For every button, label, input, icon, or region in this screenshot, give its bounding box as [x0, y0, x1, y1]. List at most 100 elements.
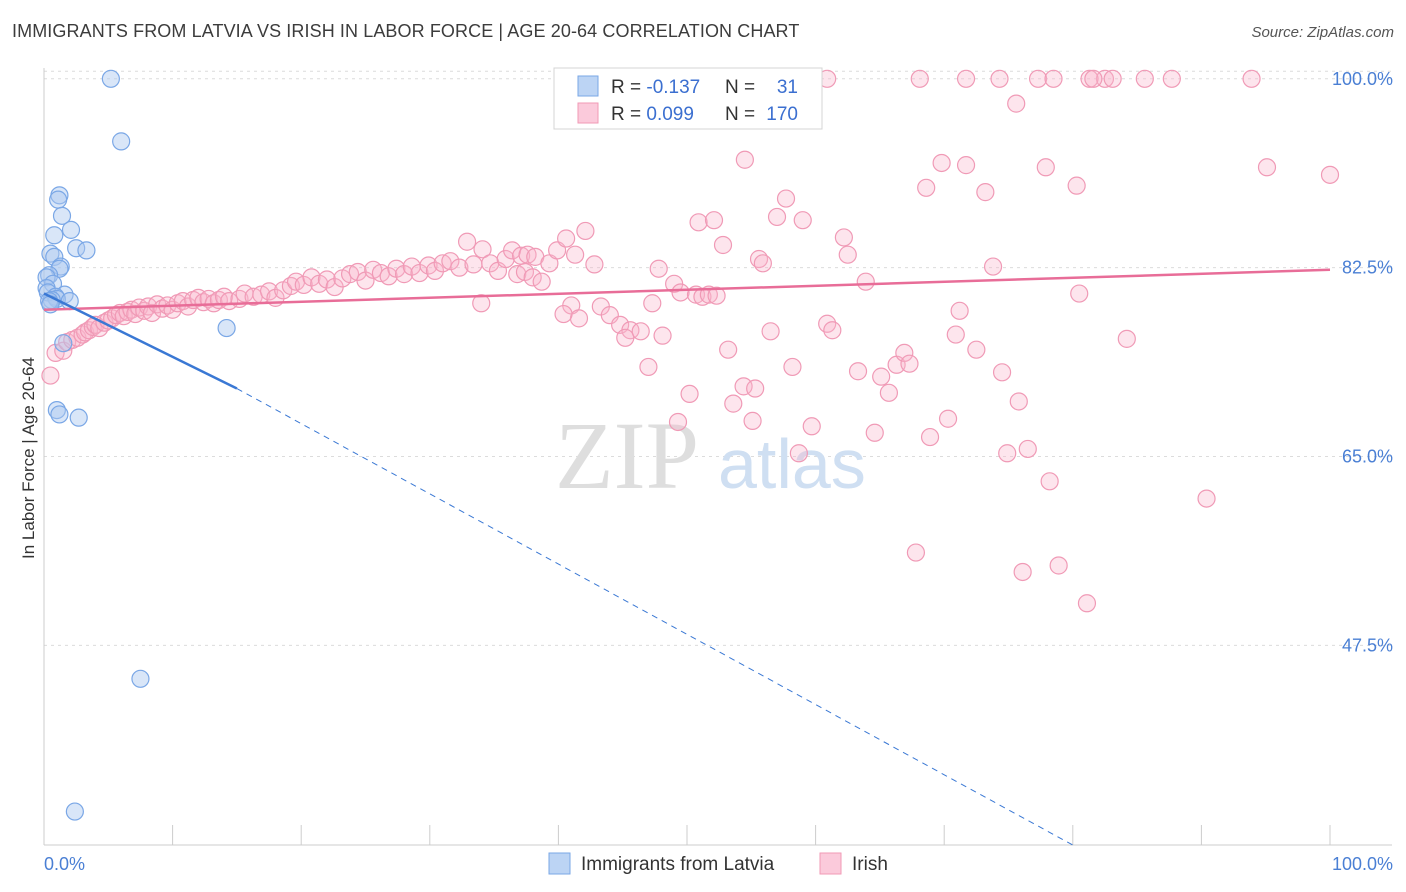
irish-point-121: [753, 254, 772, 273]
latvia-point-31: [65, 802, 84, 821]
irish-point-123: [761, 322, 780, 341]
bottom-legend-swatch-latvia: [548, 852, 571, 875]
svg-text:N =: N =: [725, 104, 755, 125]
irish-point-122: [735, 150, 754, 169]
irish-point-133: [838, 245, 857, 264]
irish-point-124: [767, 207, 787, 227]
legend-n-label-latvia: N =: [725, 77, 755, 98]
irish-point-128: [793, 211, 812, 230]
svg-text:R = -0.137: R = -0.137: [611, 77, 700, 98]
irish-point-101: [639, 357, 658, 377]
irish-point-93: [472, 294, 491, 313]
irish-point-168: [1162, 69, 1181, 88]
irish-point-131: [823, 321, 842, 340]
latvia-point-0: [101, 69, 120, 88]
irish-point-162: [1067, 176, 1086, 195]
latvia-point-29: [69, 408, 88, 427]
watermark: ZIP atlas: [555, 402, 866, 509]
irish-point-143: [917, 178, 936, 197]
irish-point-146: [938, 409, 958, 428]
latvia-point-6: [45, 226, 64, 245]
irish-point-111: [707, 286, 726, 305]
irish-point-160: [1040, 472, 1059, 491]
irish-point-181: [1084, 69, 1103, 88]
irish-point-70: [457, 232, 477, 251]
irish-point-112: [689, 213, 708, 232]
y-axis-label: In Labor Force | Age 20-64: [19, 357, 38, 559]
irish-point-86: [557, 229, 576, 248]
y-tick-label-1: 65.0%: [1342, 447, 1393, 467]
irish-point-129: [802, 417, 821, 436]
irish-point-164: [1077, 594, 1097, 613]
latvia-point-8: [77, 241, 96, 260]
irish-point-127: [789, 444, 808, 463]
irish-point-87: [566, 245, 585, 264]
legend-swatch-irish: [577, 102, 599, 124]
svg-text:R = 0.099: R = 0.099: [611, 104, 694, 125]
irish-point-150: [967, 340, 986, 359]
irish-point-72: [473, 240, 492, 259]
irish-point-152: [983, 257, 1003, 276]
irish-point-115: [719, 340, 738, 359]
latvia-point-25: [54, 334, 73, 353]
irish-point-177: [990, 69, 1009, 88]
irish-point-82: [523, 268, 542, 287]
irish-point-88: [576, 221, 595, 241]
irish-point-116: [724, 394, 743, 413]
irish-point-0: [41, 366, 60, 385]
x-tick-label-start: 0.0%: [44, 854, 85, 874]
legend-swatch-latvia: [577, 75, 599, 97]
legend-n-value-irish: 170: [766, 104, 798, 125]
irish-point-175: [910, 69, 929, 88]
irish-point-170: [1242, 69, 1261, 88]
irish-point-117: [734, 377, 753, 396]
bottom-legend-swatch-irish: [819, 852, 842, 875]
y-tick-label-2: 82.5%: [1342, 258, 1393, 278]
irish-point-91: [569, 309, 589, 328]
irish-point-89: [585, 255, 604, 274]
irish-point-169: [1197, 489, 1216, 508]
irish-point-166: [1117, 329, 1136, 348]
bottom-legend-label-latvia: Immigrants from Latvia: [581, 854, 775, 875]
irish-point-178: [1007, 94, 1026, 113]
irish-point-107: [680, 384, 699, 404]
irish-point-151: [976, 183, 995, 202]
irish-point-138: [872, 367, 891, 386]
latvia-trendline-extension: [236, 388, 1074, 846]
irish-point-83: [532, 272, 551, 291]
irish-point-52: [317, 270, 337, 289]
svg-text:N =: N =: [725, 77, 755, 98]
irish-point-69: [450, 258, 469, 277]
latvia-point-4: [52, 206, 72, 225]
legend-r-label-latvia: R =: [611, 77, 646, 98]
latvia-points: [37, 69, 236, 821]
irish-point-141: [900, 354, 919, 373]
irish-point-62: [394, 265, 414, 284]
irish-point-114: [713, 235, 733, 255]
irish-point-149: [956, 156, 976, 175]
irish-point-154: [998, 444, 1017, 463]
tick-labels: 47.5% 65.0% 82.5% 100.0% 0.0% 100.0%: [44, 69, 1393, 874]
irish-point-118: [746, 379, 765, 398]
latvia-point-3: [49, 190, 68, 209]
irish-point-148: [950, 301, 969, 320]
irish-point-157: [1018, 439, 1037, 459]
irish-point-119: [743, 411, 762, 430]
irish-point-44: [259, 282, 279, 301]
irish-point-171: [1257, 158, 1277, 177]
irish-point-98: [616, 328, 635, 347]
latvia-point-5: [61, 220, 81, 239]
latvia-point-10: [45, 247, 64, 266]
irish-point-68: [441, 252, 460, 271]
irish-point-106: [668, 412, 688, 432]
irish-point-172: [1320, 165, 1340, 184]
latvia-point-30: [131, 669, 150, 688]
irish-point-100: [643, 294, 662, 313]
irish-point-158: [1028, 69, 1048, 88]
series-legend: Immigrants from Latvia Irish: [548, 852, 888, 875]
y-tick-label-3: 100.0%: [1332, 69, 1393, 89]
irish-point-113: [704, 211, 724, 230]
gridlines: [44, 70, 1392, 646]
irish-point-71: [464, 255, 483, 274]
